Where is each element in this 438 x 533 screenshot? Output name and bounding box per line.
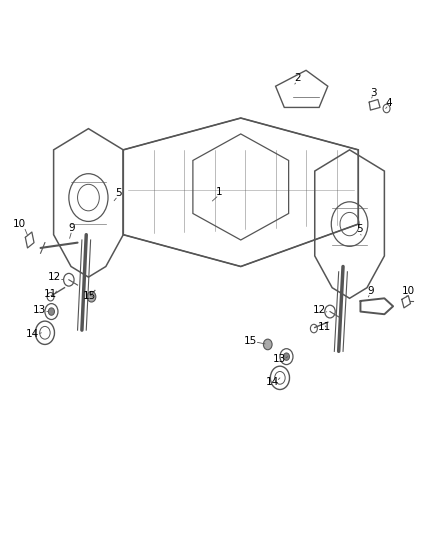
Text: 10: 10 [13,219,26,229]
Text: 9: 9 [367,286,374,296]
Text: 13: 13 [272,354,286,364]
Text: 14: 14 [26,329,39,340]
Circle shape [283,353,290,360]
Text: 5: 5 [356,224,363,235]
Text: 11: 11 [318,322,331,333]
Text: 9: 9 [69,223,75,233]
Text: 14: 14 [265,376,279,386]
Text: 12: 12 [48,272,62,282]
Text: 15: 15 [83,290,96,301]
Text: 15: 15 [244,336,257,346]
Text: 1: 1 [215,187,223,197]
Circle shape [87,292,96,302]
Text: 13: 13 [33,305,46,315]
Text: 11: 11 [43,289,57,299]
Text: 3: 3 [370,87,377,98]
Text: 5: 5 [115,188,121,198]
Text: 12: 12 [312,305,326,315]
Circle shape [48,308,54,316]
Text: 10: 10 [402,286,415,296]
Circle shape [263,339,272,350]
Text: 2: 2 [294,73,300,83]
Text: 4: 4 [385,98,392,108]
